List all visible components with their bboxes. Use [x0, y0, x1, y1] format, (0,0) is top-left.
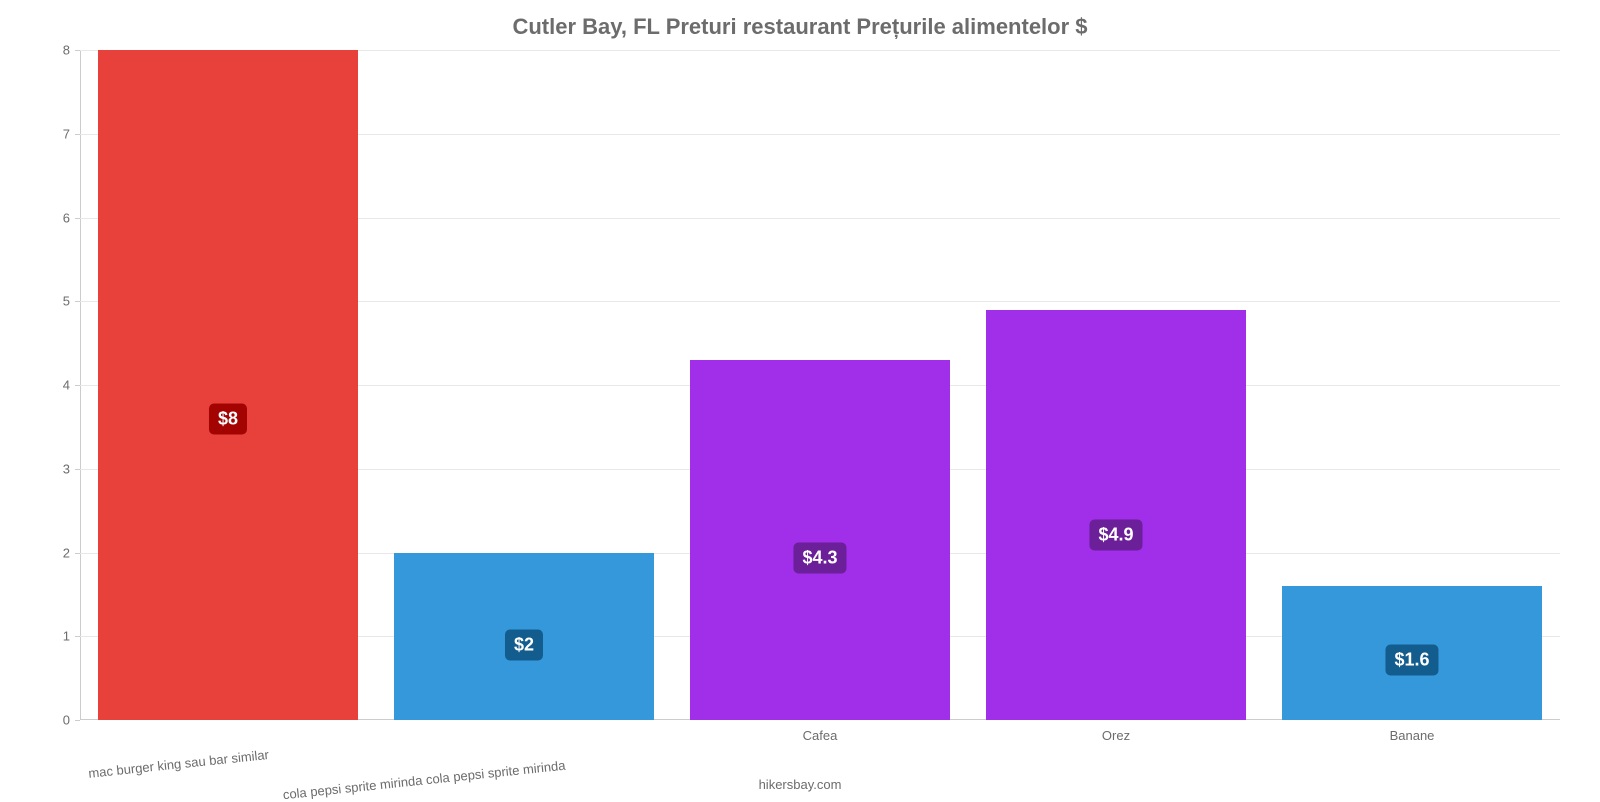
- x-tick-label: Cafea: [803, 728, 838, 743]
- y-tick-mark: [75, 553, 80, 554]
- x-tick-label: Banane: [1390, 728, 1435, 743]
- y-tick-label: 3: [63, 461, 70, 476]
- chart-title: Cutler Bay, FL Preturi restaurant Prețur…: [0, 14, 1600, 40]
- y-tick-label: 5: [63, 294, 70, 309]
- bar: [986, 310, 1246, 720]
- value-badge: $1.6: [1385, 644, 1438, 675]
- y-tick-label: 2: [63, 545, 70, 560]
- value-badge: $8: [209, 403, 247, 434]
- chart-container: Cutler Bay, FL Preturi restaurant Prețur…: [0, 0, 1600, 800]
- credit-text: hikersbay.com: [0, 777, 1600, 792]
- y-tick-label: 7: [63, 126, 70, 141]
- y-tick-mark: [75, 469, 80, 470]
- y-tick-mark: [75, 301, 80, 302]
- bar: [98, 50, 358, 720]
- y-tick-label: 0: [63, 713, 70, 728]
- y-tick-mark: [75, 50, 80, 51]
- x-tick-label: Orez: [1102, 728, 1130, 743]
- y-tick-label: 6: [63, 210, 70, 225]
- y-tick-mark: [75, 636, 80, 637]
- value-badge: $4.3: [793, 542, 846, 573]
- y-tick-mark: [75, 385, 80, 386]
- x-tick-label: mac burger king sau bar similar: [88, 747, 270, 781]
- value-badge: $4.9: [1089, 520, 1142, 551]
- y-tick-label: 8: [63, 43, 70, 58]
- plot-area: 012345678$8mac burger king sau bar simil…: [80, 50, 1560, 720]
- y-tick-mark: [75, 134, 80, 135]
- y-tick-mark: [75, 218, 80, 219]
- value-badge: $2: [505, 629, 543, 660]
- y-tick-label: 1: [63, 629, 70, 644]
- bar: [690, 360, 950, 720]
- y-tick-label: 4: [63, 378, 70, 393]
- y-tick-mark: [75, 720, 80, 721]
